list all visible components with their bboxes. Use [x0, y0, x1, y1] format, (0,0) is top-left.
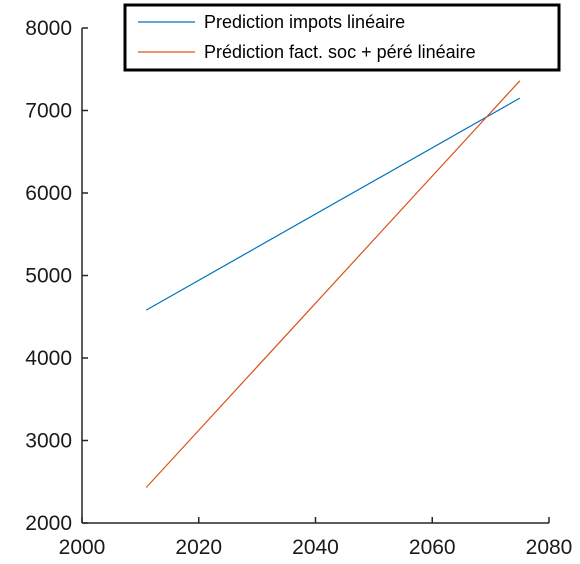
legend-label: Prediction impots linéaire: [204, 12, 405, 32]
series-line: [145, 80, 521, 488]
legend-box: [123, 3, 561, 72]
x-tick-label: 2020: [175, 536, 222, 559]
legend-label: Prédiction fact. soc + péré linéaire: [204, 42, 476, 62]
y-tick-label: 8000: [25, 17, 72, 40]
series-lines: [145, 80, 521, 488]
x-tick-label: 2060: [409, 536, 456, 559]
y-tick-label: 5000: [25, 265, 72, 288]
x-tick-label: 2080: [526, 536, 573, 559]
y-tick-label: 2000: [25, 512, 72, 535]
legend-entries: Prediction impots linéaire Prédiction fac…: [138, 12, 476, 62]
y-tick-label: 3000: [25, 430, 72, 453]
y-tick-label: 7000: [25, 100, 72, 123]
x-tick-label: 2000: [59, 536, 106, 559]
y-tick-label: 6000: [25, 182, 72, 205]
y-tick-label: 4000: [25, 347, 72, 370]
legend: Prediction impots linéaire Prédiction fac…: [123, 3, 561, 72]
y-ticks: 2000 3000 4000 5000 6000 7000 8000: [25, 17, 88, 535]
x-ticks: 2000 2020 2040 2060 2080: [59, 517, 573, 559]
axes: [81, 28, 549, 524]
series-line: [145, 97, 521, 311]
x-tick-label: 2040: [292, 536, 339, 559]
